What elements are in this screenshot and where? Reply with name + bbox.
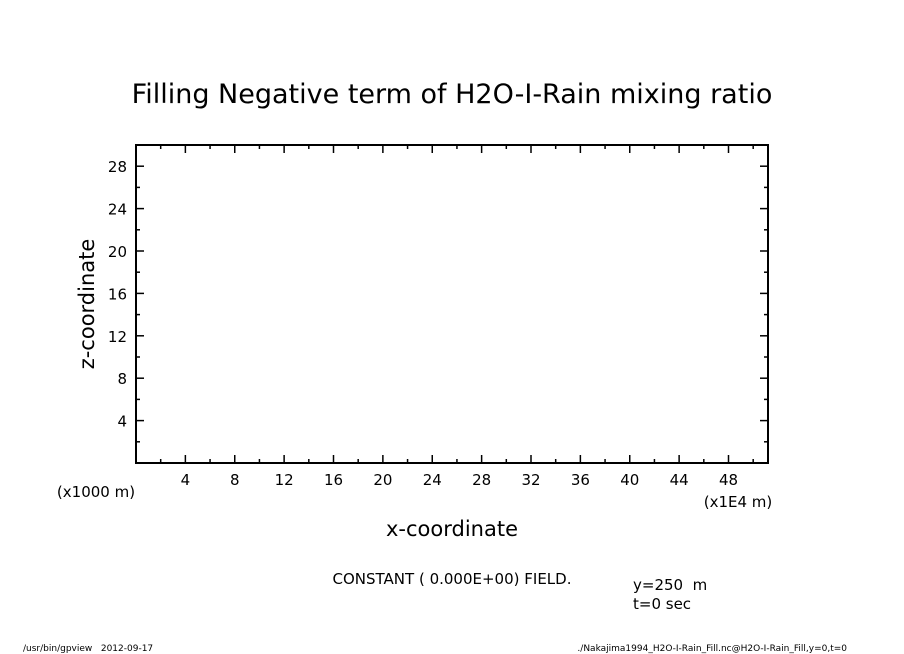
y-tick-label: 20	[108, 243, 127, 261]
field-message: CONSTANT ( 0.000E+00) FIELD.	[333, 570, 572, 588]
x-tick-label: 16	[324, 471, 343, 489]
footer-left: /usr/bin/gpview 2012-09-17	[23, 644, 153, 654]
x-axis-label: x-coordinate	[386, 517, 518, 541]
x-tick-label: 44	[670, 471, 689, 489]
x-tick-label: 8	[230, 471, 240, 489]
x-tick-label: 48	[719, 471, 738, 489]
annotation-t: t=0 sec	[633, 595, 691, 613]
x-tick-label: 4	[181, 471, 191, 489]
y-unit-label: (x1000 m)	[57, 483, 135, 501]
x-tick-label: 12	[275, 471, 294, 489]
y-tick-label: 4	[117, 413, 127, 431]
x-tick-label: 28	[472, 471, 491, 489]
x-tick-label: 40	[620, 471, 639, 489]
plot-frame	[135, 144, 769, 464]
axis-ticks	[136, 145, 768, 463]
x-tick-label: 20	[373, 471, 392, 489]
y-tick-label: 12	[108, 328, 127, 346]
chart-title: Filling Negative term of H2O-I-Rain mixi…	[132, 79, 773, 110]
x-unit-label: (x1E4 m)	[704, 493, 773, 511]
x-tick-label: 36	[571, 471, 590, 489]
y-axis-label: z-coordinate	[75, 239, 99, 370]
x-tick-label: 32	[521, 471, 540, 489]
footer-right: ./Nakajima1994_H2O-I-Rain_Fill.nc@H2O-I-…	[577, 644, 847, 654]
y-tick-label: 16	[108, 285, 127, 303]
annotation-y: y=250 m	[633, 576, 707, 594]
y-tick-label: 28	[108, 158, 127, 176]
y-tick-label: 24	[108, 201, 127, 219]
y-tick-label: 8	[117, 370, 127, 388]
x-tick-label: 24	[423, 471, 442, 489]
